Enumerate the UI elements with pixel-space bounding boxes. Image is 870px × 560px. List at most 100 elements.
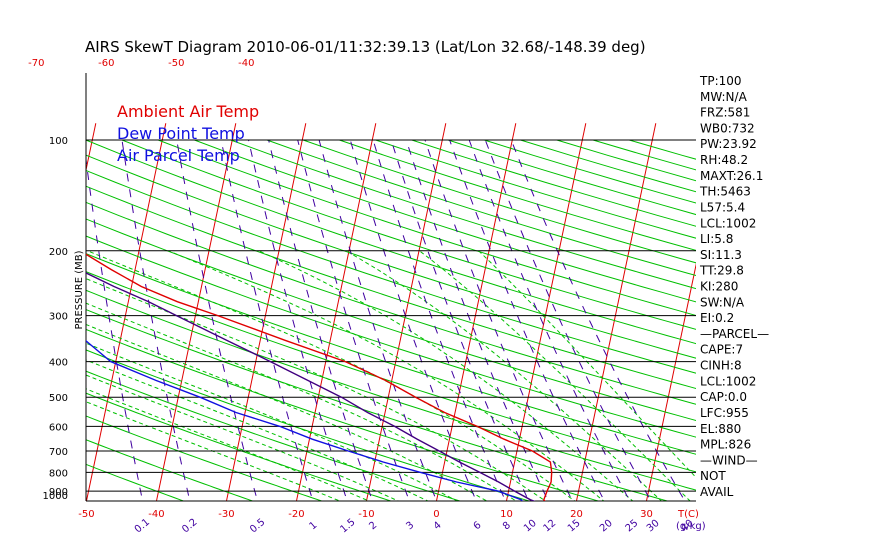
index-value: CAP:0.0 xyxy=(700,390,747,404)
mixing-ratio-line xyxy=(297,139,410,501)
index-value: TH:5463 xyxy=(699,185,751,199)
pressure-tick-label: 100 xyxy=(49,136,68,147)
series-line-1 xyxy=(86,339,523,501)
bottom-temperature-tick: 10 xyxy=(500,509,513,520)
mixing-ratio-tick: 4 xyxy=(432,520,444,533)
isotherm-line xyxy=(645,262,696,501)
mixing-ratio-line xyxy=(390,139,530,501)
legend-entry: Ambient Air Temp xyxy=(117,102,259,121)
dry-adiabat-line xyxy=(86,218,696,422)
dry-adiabat-line xyxy=(86,289,696,491)
x-axis-label: T(C) xyxy=(677,509,699,520)
index-value: AVAIL xyxy=(700,485,734,499)
index-value: SI:11.3 xyxy=(700,248,742,262)
isotherm-line xyxy=(86,123,167,501)
pressure-tick-label: 1000 xyxy=(43,491,68,502)
mixing-ratio-tick: 0.2 xyxy=(180,517,199,536)
mixing-ratio-label: (g/kg) xyxy=(676,521,706,532)
dry-adiabat-line xyxy=(121,139,696,330)
mixing-ratio-tick: 20 xyxy=(598,518,615,535)
index-value: KI:280 xyxy=(700,280,738,294)
legend-entry: Air Parcel Temp xyxy=(117,146,240,165)
dry-adiabat-line xyxy=(230,139,696,290)
isotherm-line xyxy=(295,123,377,501)
isotherm-line xyxy=(0,123,26,511)
dry-adiabat-line xyxy=(86,349,531,501)
dry-adiabat-line xyxy=(86,309,670,501)
series-line-2 xyxy=(86,272,536,501)
series-line-0 xyxy=(86,253,553,501)
bottom-temperature-tick: 30 xyxy=(640,509,653,520)
index-value: FRZ:581 xyxy=(700,106,750,120)
dry-adiabat-line xyxy=(86,253,696,455)
mixing-ratio-line xyxy=(176,139,258,501)
index-value: TT:29.8 xyxy=(699,264,744,278)
moist-adiabat-line xyxy=(478,250,696,479)
moist-adiabat-line xyxy=(86,342,459,501)
pressure-tick-label: 900 xyxy=(49,487,68,498)
grid-lines xyxy=(0,123,870,511)
mixing-ratio-tick: 1 xyxy=(308,520,320,533)
isotherm-line xyxy=(854,123,870,511)
pressure-tick-label: 400 xyxy=(49,358,68,369)
pressure-tick-label: 200 xyxy=(49,247,68,258)
mixing-ratio-line xyxy=(424,139,573,501)
mixing-ratio-tick: 8 xyxy=(501,520,513,533)
index-value: EL:880 xyxy=(700,422,741,436)
bottom-temperature-tick: 20 xyxy=(570,509,583,520)
dry-adiabat-line xyxy=(375,139,696,239)
index-value: WB0:732 xyxy=(700,121,755,135)
moist-adiabat-line xyxy=(86,278,547,501)
index-value: LCL:1002 xyxy=(700,216,756,230)
moist-adiabat-line xyxy=(86,401,342,501)
dry-adiabat-line xyxy=(86,328,600,501)
mixing-ratio-tick: 15 xyxy=(566,518,583,535)
mixing-ratio-tick: 2 xyxy=(367,520,379,533)
top-temperature-tick: -40 xyxy=(238,58,254,69)
mixing-ratio-line xyxy=(220,139,314,501)
mixing-ratio-line xyxy=(121,139,191,501)
mixing-ratio-tick: 0.5 xyxy=(248,517,267,536)
mixing-ratio-tick: 6 xyxy=(472,520,484,533)
mixing-ratio-tick: 12 xyxy=(541,518,558,535)
index-value: MW:N/A xyxy=(700,90,748,104)
index-value: LCL:1002 xyxy=(700,374,756,388)
bottom-temperature-tick: -40 xyxy=(148,509,164,520)
dry-adiabat-line xyxy=(86,439,255,501)
moist-adiabat-line xyxy=(419,250,691,501)
bottom-temperature-tick: 0 xyxy=(433,509,439,520)
moist-adiabat-line xyxy=(87,250,576,501)
dry-adiabat-line xyxy=(86,235,696,438)
moist-adiabat-line xyxy=(86,374,400,501)
index-value: PW:23.92 xyxy=(700,137,757,151)
mixing-ratio-tick: 30 xyxy=(645,518,662,535)
dry-adiabat-line xyxy=(86,169,696,374)
index-value: LFC:955 xyxy=(700,406,749,420)
index-value: CAPE:7 xyxy=(700,343,743,357)
dry-adiabat-line xyxy=(302,139,696,264)
moist-adiabat-line xyxy=(168,250,605,501)
isotherm-line xyxy=(575,123,657,501)
legend: Ambient Air Temp Dew Point Temp Air Parcel… xyxy=(117,102,259,165)
dry-adiabat-line xyxy=(86,392,393,501)
index-value: EI:0.2 xyxy=(700,311,734,325)
series-lines xyxy=(86,253,553,501)
bottom-temperature-tick: -10 xyxy=(358,509,374,520)
index-value: —PARCEL— xyxy=(700,327,769,341)
moist-adiabat-line xyxy=(258,250,634,501)
index-value: SW:N/A xyxy=(700,295,745,309)
dry-adiabat-line xyxy=(86,154,696,359)
mixing-ratio-line xyxy=(86,156,144,501)
isotherm-line xyxy=(784,123,865,511)
dry-adiabat-line xyxy=(86,463,185,501)
dry-adiabat-line xyxy=(86,201,696,405)
dry-adiabat-line xyxy=(86,415,324,501)
mixing-ratio-tick: 10 xyxy=(522,518,539,535)
pressure-tick-label: 300 xyxy=(49,312,68,323)
index-value: NOT xyxy=(700,469,726,483)
index-value: MPL:826 xyxy=(700,438,751,452)
index-value: RH:48.2 xyxy=(700,153,748,167)
bottom-temperature-tick: -20 xyxy=(288,509,304,520)
